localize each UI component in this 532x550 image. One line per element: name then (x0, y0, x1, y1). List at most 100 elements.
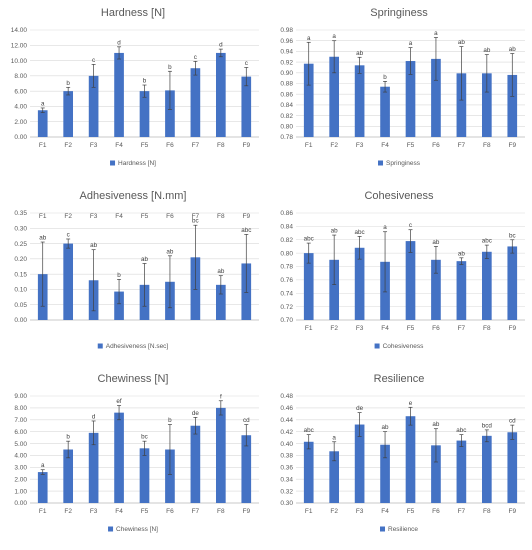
y-tick-label: 0.00 (14, 500, 27, 507)
bar-f4 (114, 291, 124, 320)
x-tick-label: F4 (381, 325, 389, 332)
y-tick-label: 0.88 (280, 81, 293, 88)
y-tick-label: 10.00 (11, 58, 28, 65)
y-tick-label: 0.94 (280, 49, 293, 56)
bar-f6 (165, 449, 175, 503)
y-tick-label: 0.72 (280, 304, 293, 311)
x-tick-label: F3 (90, 142, 98, 149)
bar-f8 (215, 52, 226, 137)
significance-letter: abc (241, 227, 251, 234)
x-tick-label: F8 (217, 142, 225, 149)
significance-letter: abc (456, 427, 466, 434)
y-tick-label: 8.00 (14, 405, 27, 412)
significance-letter: c (92, 57, 95, 64)
bar-f2 (329, 259, 340, 320)
significance-letter: bc (509, 232, 516, 239)
legend: Adhesiveness [N.sec] (97, 343, 168, 350)
significance-letter: ef (116, 398, 122, 405)
y-tick-label: 0.25 (14, 241, 27, 248)
bar-f2 (329, 56, 340, 137)
x-tick-label: F4 (381, 508, 389, 515)
significance-letter: b (66, 434, 70, 441)
x-tick-label: F6 (166, 142, 174, 149)
x-tick-label: F3 (356, 325, 364, 332)
bar-f9 (507, 432, 518, 503)
x-tick-label: F9 (508, 325, 516, 332)
x-tick-label: F9 (242, 508, 250, 515)
x-tick-label: F1 (39, 508, 47, 515)
y-tick-label: 0.76 (280, 277, 293, 284)
x-tick-label: F3 (356, 142, 364, 149)
x-tick-label: F7 (458, 325, 466, 332)
y-tick-label: 0.00 (14, 317, 27, 324)
x-tick-label: F2 (64, 508, 72, 515)
x-tick-label: F4 (115, 142, 123, 149)
y-tick-label: 0.05 (14, 302, 27, 309)
y-tick-label: 5.00 (14, 441, 27, 448)
x-tick-label: F5 (407, 508, 415, 515)
chart-title: Hardness [N] (101, 7, 165, 19)
significance-letter: abc (482, 238, 492, 245)
bar-f8 (215, 284, 226, 320)
bar-f3 (354, 65, 365, 137)
x-tick-label: F9 (508, 142, 516, 149)
x-tick-label: F6 (432, 508, 440, 515)
x-tick-label: F6 (166, 508, 174, 515)
x-tick-label: F1 (305, 142, 313, 149)
y-tick-label: 0.44 (280, 417, 293, 424)
bar-f7 (190, 425, 201, 503)
chart-hardness: Hardness [N] 0.00 2.00 4.00 6.00 8.00 10.00 12.… (11, 7, 259, 167)
x-tick-label: F2 (64, 142, 72, 149)
significance-letter: bc (192, 218, 199, 225)
y-tick-label: 0.84 (280, 224, 293, 231)
y-tick-label: 0.86 (280, 91, 293, 98)
significance-letter: bcd (482, 422, 493, 429)
significance-letter: ab (432, 421, 440, 428)
x-tick-label: F4 (115, 213, 123, 220)
legend-swatch (97, 343, 103, 349)
significance-letter: cd (243, 417, 250, 424)
chart-panel-cohesiveness: Cohesiveness 0.70 0.72 0.74 0.76 0.78 0.80 0.82… (266, 183, 532, 366)
significance-letter: a (383, 224, 387, 231)
x-tick-label: F7 (192, 213, 200, 220)
x-tick-label: F9 (508, 508, 516, 515)
y-tick-label: 0.78 (280, 134, 293, 141)
legend-swatch (108, 526, 114, 532)
x-tick-label: F2 (330, 508, 338, 515)
x-tick-label: F6 (432, 325, 440, 332)
significance-letter: a (41, 462, 45, 469)
significance-letter: de (356, 405, 364, 412)
significance-letter: ab (90, 242, 98, 249)
x-tick-label: F6 (432, 142, 440, 149)
x-tick-label: F2 (330, 142, 338, 149)
significance-letter: abc (304, 427, 314, 434)
x-tick-label: F1 (305, 325, 313, 332)
y-tick-label: 0.78 (280, 264, 293, 271)
bar-f1 (303, 63, 314, 137)
x-tick-label: F8 (217, 508, 225, 515)
significance-letter: ab (331, 228, 339, 235)
x-tick-label: F1 (305, 508, 313, 515)
y-tick-label: 0.35 (14, 210, 27, 217)
x-tick-label: F7 (458, 142, 466, 149)
significance-letter: a (332, 33, 336, 40)
significance-letter: ab (483, 47, 491, 54)
y-tick-label: 0.42 (280, 429, 293, 436)
x-tick-label: F5 (407, 325, 415, 332)
x-tick-label: F5 (141, 508, 149, 515)
significance-letter: de (192, 410, 200, 417)
y-tick-label: 6.00 (14, 429, 27, 436)
x-tick-label: F8 (483, 508, 491, 515)
significance-letter: ab (382, 424, 390, 431)
y-tick-label: 12.00 (11, 42, 28, 49)
x-tick-label: F3 (356, 508, 364, 515)
bar-f3 (88, 432, 99, 503)
legend-label: Resilience (388, 526, 418, 533)
y-tick-label: 2.00 (14, 476, 27, 483)
bar-f4 (114, 52, 124, 137)
x-tick-label: F4 (381, 142, 389, 149)
y-tick-label: 4.00 (14, 453, 27, 460)
significance-letter: d (117, 39, 121, 46)
x-tick-label: F5 (407, 142, 415, 149)
